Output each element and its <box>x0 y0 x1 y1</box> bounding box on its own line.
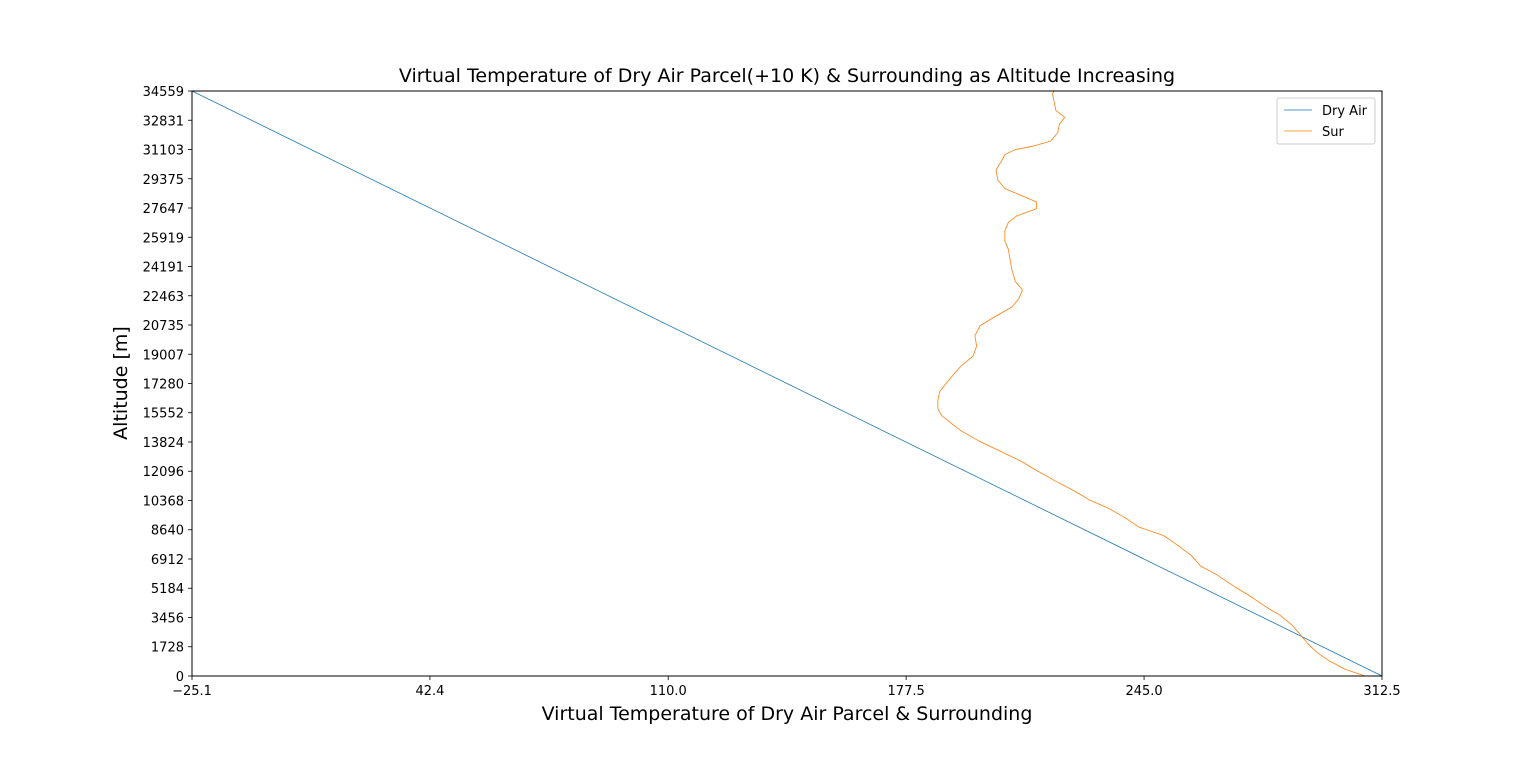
chart-title: Virtual Temperature of Dry Air Parcel(+1… <box>399 65 1175 87</box>
x-tick-label: 42.4 <box>415 684 444 699</box>
y-tick-label: 5184 <box>151 582 184 597</box>
y-tick-label: 19007 <box>143 348 184 363</box>
x-tick-label: 177.5 <box>888 684 925 699</box>
y-tick-label: 13824 <box>143 436 184 451</box>
y-tick-label: 6912 <box>151 553 184 568</box>
y-tick-label: 29375 <box>143 173 184 188</box>
plot-lines <box>191 90 1383 677</box>
y-tick-label: 10368 <box>143 494 184 509</box>
x-tick-label: 110.0 <box>650 684 687 699</box>
y-tick-label: 24191 <box>143 261 184 276</box>
series-line-sur <box>937 90 1366 677</box>
x-tick-label: 245.0 <box>1125 684 1162 699</box>
y-tick-label: 31103 <box>143 144 184 159</box>
y-tick-label: 12096 <box>143 465 184 480</box>
y-tick-label: 0 <box>176 670 184 685</box>
y-tick-label: 3456 <box>151 611 184 626</box>
y-tick-label: 1728 <box>151 641 184 656</box>
y-tick-label: 20735 <box>143 319 184 334</box>
y-axis-ticks: 0 1728 3456 5184 6912 8640 10368 12096 13824 1555… <box>143 85 192 685</box>
legend-label-dry-air: Dry Air <box>1322 104 1368 119</box>
y-tick-label: 34559 <box>143 85 184 100</box>
y-axis-label: Altitude [m] <box>110 326 132 440</box>
legend: Dry Air Sur <box>1276 97 1376 145</box>
y-tick-label: 27647 <box>143 202 184 217</box>
y-tick-label: 32831 <box>143 114 184 129</box>
x-tick-label: 312.5 <box>1363 684 1400 699</box>
y-tick-label: 25919 <box>143 231 184 246</box>
x-tick-label: −25.1 <box>172 684 212 699</box>
series-line-dry-air <box>191 90 1383 677</box>
legend-label-sur: Sur <box>1322 125 1344 140</box>
x-axis-ticks: −25.1 42.4 110.0 177.5 245.0 312.5 <box>172 676 1401 699</box>
y-tick-label: 15552 <box>143 407 184 422</box>
y-tick-label: 22463 <box>143 290 184 305</box>
y-tick-label: 17280 <box>143 377 184 392</box>
y-tick-label: 8640 <box>151 524 184 539</box>
x-axis-label: Virtual Temperature of Dry Air Parcel & … <box>542 703 1033 725</box>
legend-box <box>1276 97 1376 145</box>
